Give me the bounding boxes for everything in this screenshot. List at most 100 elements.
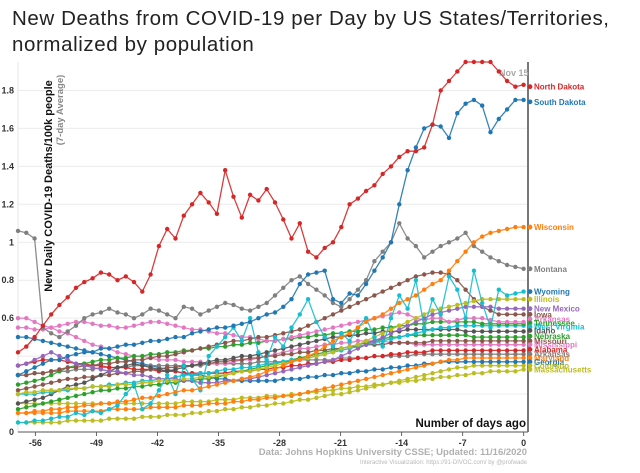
data-point — [504, 293, 510, 298]
data-point — [513, 352, 518, 357]
data-point — [463, 304, 468, 309]
data-point — [355, 378, 361, 383]
data-point — [239, 369, 244, 374]
data-point — [455, 236, 460, 241]
data-point — [405, 327, 410, 332]
data-point — [297, 274, 302, 279]
data-point — [289, 399, 294, 404]
data-point — [347, 202, 352, 207]
data-point — [471, 329, 477, 334]
data-point — [430, 316, 435, 321]
data-point — [140, 321, 145, 326]
data-point — [314, 270, 319, 275]
data-point — [388, 336, 394, 342]
data-point — [181, 350, 186, 355]
data-point — [339, 224, 344, 230]
data-point — [496, 359, 501, 364]
data-point — [504, 226, 510, 232]
data-point — [239, 357, 244, 363]
data-point — [32, 365, 37, 370]
data-point — [165, 378, 170, 383]
data-point — [107, 272, 112, 277]
data-point — [148, 374, 153, 380]
data-point — [455, 111, 460, 116]
data-point — [65, 405, 70, 410]
data-point — [339, 357, 344, 363]
data-point — [82, 363, 87, 368]
data-point — [239, 399, 244, 404]
data-point — [49, 380, 54, 385]
data-point — [463, 323, 468, 328]
data-point — [49, 410, 54, 416]
data-point — [496, 312, 501, 317]
data-point — [347, 380, 352, 385]
data-point — [471, 355, 477, 361]
x-axis: -56 -49 -42 -35 -28 -21 -14 -7 0 — [18, 431, 528, 448]
series-labels: North Dakota South Dakota Wisconsin Montana… — [527, 83, 592, 374]
data-point — [405, 333, 410, 338]
data-point — [430, 327, 435, 332]
data-point — [355, 333, 361, 338]
data-point — [347, 291, 352, 296]
data-point — [430, 352, 435, 357]
data-point — [24, 420, 29, 425]
end-point — [527, 366, 533, 372]
data-point — [380, 171, 385, 177]
data-point — [98, 372, 104, 378]
data-point — [40, 408, 46, 414]
data-point — [330, 357, 336, 363]
visualization-credit: Interactive Visualization: https://91-DI… — [360, 460, 528, 466]
data-point — [504, 359, 510, 364]
data-point — [264, 334, 269, 340]
end-point — [527, 266, 533, 272]
data-point — [247, 319, 253, 325]
data-point — [131, 382, 137, 387]
data-point — [504, 348, 510, 353]
data-point — [256, 367, 261, 372]
data-point — [347, 331, 352, 336]
data-point — [463, 338, 468, 344]
data-point — [206, 353, 211, 359]
data-point — [488, 130, 493, 135]
data-point — [49, 331, 54, 336]
data-point — [422, 287, 427, 292]
data-point — [504, 369, 510, 374]
data-point — [107, 372, 112, 378]
data-point — [107, 416, 112, 421]
series-wisconsin — [15, 224, 526, 416]
data-point — [281, 304, 286, 309]
data-point — [73, 376, 79, 382]
data-point — [430, 361, 435, 366]
data-point — [98, 361, 104, 366]
data-point — [496, 334, 501, 340]
end-label: Alabama — [534, 345, 568, 354]
data-point — [314, 333, 319, 338]
data-point — [65, 418, 70, 423]
data-point — [181, 412, 186, 418]
data-point — [272, 353, 278, 359]
data-point — [480, 329, 485, 334]
data-point — [140, 369, 145, 374]
data-point — [24, 316, 29, 321]
data-point — [98, 388, 104, 393]
chart-title-line-2: normalized by population — [12, 33, 255, 56]
end-label: Maryland — [534, 354, 569, 363]
data-point — [223, 344, 228, 349]
data-point — [73, 334, 79, 340]
data-point — [231, 338, 236, 344]
data-point — [347, 338, 352, 344]
data-point — [322, 268, 327, 273]
data-point — [496, 297, 501, 302]
data-point — [380, 334, 385, 340]
data-point — [496, 369, 501, 374]
data-point — [363, 188, 369, 194]
data-point — [339, 346, 344, 351]
data-point — [165, 372, 170, 378]
data-point — [140, 380, 145, 385]
data-point — [297, 357, 302, 363]
data-point — [198, 399, 203, 404]
data-point — [256, 378, 261, 383]
data-point — [504, 363, 510, 368]
data-point — [438, 325, 443, 330]
data-point — [397, 154, 402, 160]
